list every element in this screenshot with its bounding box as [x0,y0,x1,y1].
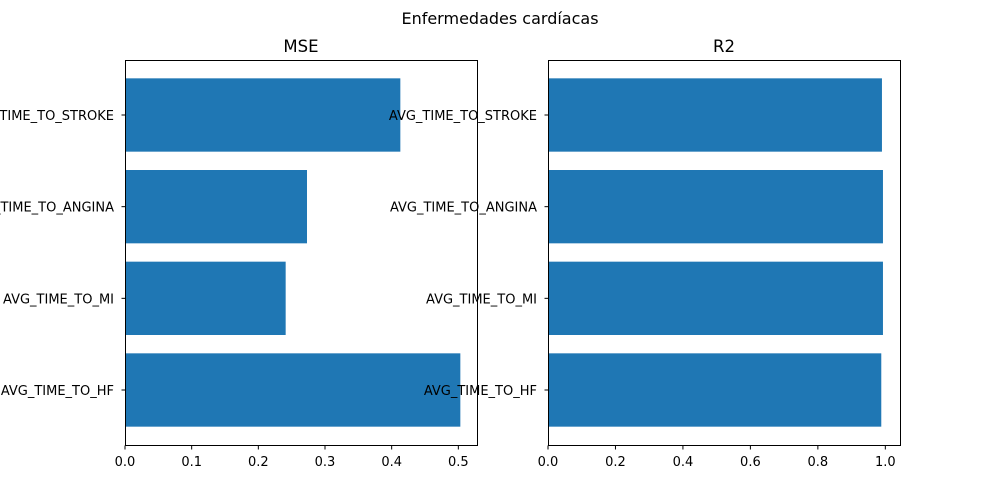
bar-mse-avg-time-to-hf [125,353,461,427]
y-tick-label: AVG_TIME_TO_HF [424,384,537,399]
plot-frame-r2 [548,60,901,446]
y-tick-label: AVG_TIME_TO_STROKE [389,109,537,124]
x-tick-label: 0.0 [115,455,136,470]
y-tick-label: AVG_TIME_TO_MI [3,292,114,307]
y-axis-r2: AVG_TIME_TO_HF AVG_TIME_TO_MI AVG_TIME_TO_… [389,109,549,399]
x-tick-label: 0.3 [315,455,336,470]
bar-mse-avg-time-to-mi [125,261,286,335]
bars-mse [125,78,461,427]
bars-r2 [548,78,883,427]
x-tick-label: 0.4 [673,455,694,470]
chart-suptitle: Enfermedades cardíacas [401,9,598,28]
bar-r2-avg-time-to-hf [548,353,882,427]
y-axis-mse: AVG_TIME_TO_HF AVG_TIME_TO_MI AVG_TIME_TO_… [0,109,126,399]
x-axis-r2: 0.0 0.2 0.4 0.6 0.8 1.0 [538,445,896,470]
x-tick-label: 0.6 [740,455,761,470]
x-tick-label: 0.5 [448,455,469,470]
y-tick-label: AVG_TIME_TO_ANGINA [390,201,537,216]
bar-mse-avg-time-to-stroke [125,78,401,152]
y-tick-label: AVG_TIME_TO_ANGINA [0,201,114,216]
x-axis-mse: 0.0 0.1 0.2 0.3 0.4 0.5 [115,445,469,470]
bar-r2-avg-time-to-mi [548,261,883,335]
x-tick-label: 0.0 [538,455,559,470]
bar-r2-avg-time-to-angina [548,170,883,244]
plot-frame-mse [125,60,478,446]
y-tick-label: AVG_TIME_TO_STROKE [0,109,114,124]
y-tick-label: AVG_TIME_TO_HF [1,384,114,399]
subplot-title-r2: R2 [713,37,735,56]
bar-mse-avg-time-to-angina [125,170,307,244]
bar-r2-avg-time-to-stroke [548,78,882,152]
x-tick-label: 1.0 [875,455,896,470]
x-tick-label: 0.2 [605,455,626,470]
x-tick-label: 0.2 [248,455,269,470]
y-tick-label: AVG_TIME_TO_MI [426,292,537,307]
subplot-r2: R2 0.0 0.2 0.4 0.6 0.8 1.0 AVG_TIME_TO_HFAVG_… [389,37,901,470]
subplot-title-mse: MSE [283,37,318,56]
x-tick-label: 0.4 [381,455,402,470]
x-tick-label: 0.8 [808,455,829,470]
subplot-mse: MSE 0.0 0.1 0.2 0.3 0.4 0.5 AVG_TIME_TO_HFAVG… [0,37,478,470]
x-tick-label: 0.1 [181,455,202,470]
